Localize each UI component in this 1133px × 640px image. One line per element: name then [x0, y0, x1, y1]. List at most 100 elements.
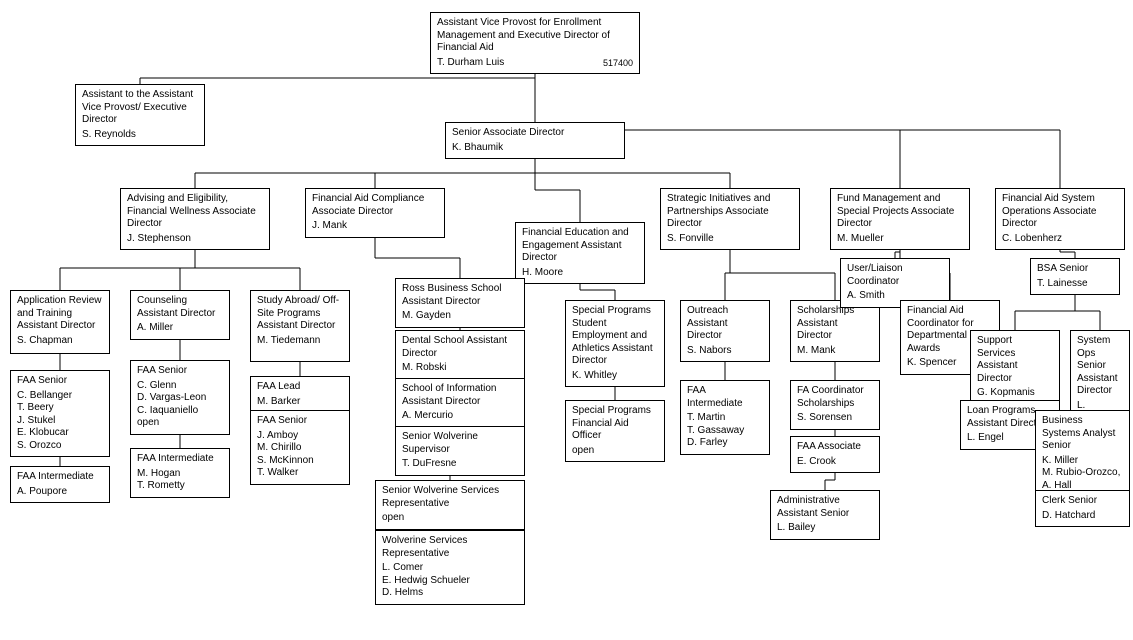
node-title: Assistant to the Assistant Vice Provost/… [82, 89, 198, 127]
node-person: T. Martin T. Gassaway D. Farley [687, 412, 763, 450]
node-facoord: FA Coordinator Scholarships S. Sorensen [790, 380, 880, 430]
node-person: T. DuFresne [402, 458, 518, 471]
node-faalead: FAA Lead M. Barker [250, 376, 350, 413]
node-faasr1: FAA Senior C. Bellanger T. Beery J. Stuke… [10, 370, 110, 457]
node-bsasr: BSA Senior T. Lainesse [1030, 258, 1120, 295]
node-person: M. Hogan T. Rometty [137, 468, 223, 493]
node-title: Senior Associate Director [452, 127, 618, 140]
node-person: J. Mank [312, 220, 438, 233]
node-title: System Ops Senior Assistant Director [1077, 335, 1123, 398]
node-title: FAA Intermediate [687, 385, 763, 410]
node-dental: Dental School Assistant Director M. Robsk… [395, 330, 525, 380]
node-title: FAA Senior [257, 415, 343, 428]
node-code: 517400 [603, 58, 633, 69]
node-person: M. Barker [257, 396, 343, 409]
node-title: BSA Senior [1037, 263, 1113, 276]
node-swsup: Senior Wolverine Supervisor T. DuFresne [395, 426, 525, 476]
node-outreach: Outreach Assistant DirectorS. Nabors [680, 300, 770, 362]
node-appreview: Application Review and Training Assistan… [10, 290, 110, 354]
node-person: M. Mank [797, 345, 873, 358]
node-title: Support Services Assistant Director [977, 335, 1053, 385]
node-title: User/Liaison Coordinator [847, 263, 943, 288]
node-title: Scholarships Assistant Director [797, 305, 873, 343]
node-title: School of Information Assistant Director [402, 383, 518, 408]
node-faasr2: FAA Senior C. Glenn D. Vargas-Leon C. Iaq… [130, 360, 230, 435]
node-aas: Administrative Assistant Senior L. Bailey [770, 490, 880, 540]
node-title: Financial Education and Engagement Assis… [522, 227, 638, 265]
node-person: L. Comer E. Hedwig Schueler D. Helms [382, 562, 518, 600]
node-title: Dental School Assistant Director [402, 335, 518, 360]
node-title: Senior Wolverine Supervisor [402, 431, 518, 456]
node-person: T. Lainesse [1037, 278, 1113, 291]
node-title: Financial Aid Compliance Associate Direc… [312, 193, 438, 218]
node-compliance: Financial Aid Compliance Associate Direc… [305, 188, 445, 238]
node-title: FAA Senior [17, 375, 103, 388]
node-swrep: Senior Wolverine Services Representative… [375, 480, 525, 530]
node-bsa: Business Systems Analyst SeniorK. Miller… [1035, 410, 1130, 497]
node-person: A. Poupore [17, 486, 103, 499]
node-title: Clerk Senior [1042, 495, 1123, 508]
node-special: Special Programs Student Employment and … [565, 300, 665, 387]
node-studyabroad: Study Abroad/ Off-Site Programs Assistan… [250, 290, 350, 362]
node-wrep: Wolverine Services RepresentativeL. Come… [375, 530, 525, 605]
node-title: Senior Wolverine Services Representative [382, 485, 518, 510]
node-title: FAA Associate [797, 441, 873, 454]
node-person: S. Sorensen [797, 412, 873, 425]
node-scholar: Scholarships Assistant Director M. Mank [790, 300, 880, 362]
node-title: Study Abroad/ Off-Site Programs Assistan… [257, 295, 343, 333]
node-title: Application Review and Training Assistan… [17, 295, 103, 333]
node-person: J. Stephenson [127, 233, 263, 246]
node-faaint1: FAA IntermediateA. Poupore [10, 466, 110, 503]
node-soi: School of Information Assistant Director… [395, 378, 525, 428]
node-clerk: Clerk Senior D. Hatchard [1035, 490, 1130, 527]
node-title: Wolverine Services Representative [382, 535, 518, 560]
node-title: Assistant Vice Provost for Enrollment Ma… [437, 17, 633, 55]
node-title: Strategic Initiatives and Partnerships A… [667, 193, 793, 231]
node-person: J. Amboy M. Chirillo S. McKinnon T. Walk… [257, 430, 343, 480]
node-counseling: Counseling Assistant DirectorA. Miller [130, 290, 230, 340]
node-title: FAA Lead [257, 381, 343, 394]
node-person: S. Chapman [17, 335, 103, 348]
node-advising: Advising and Eligibility, Financial Well… [120, 188, 270, 250]
node-person: M. Robski [402, 362, 518, 375]
node-person: A. Mercurio [402, 410, 518, 423]
node-title: Administrative Assistant Senior [777, 495, 873, 520]
node-strategic: Strategic Initiatives and Partnerships A… [660, 188, 800, 250]
node-faaassoc: FAA Associate E. Crook [790, 436, 880, 473]
org-chart: Assistant Vice Provost for Enrollment Ma… [0, 0, 1133, 640]
node-person: K. Miller M. Rubio-Orozco, A. Hall [1042, 455, 1123, 493]
node-title: FA Coordinator Scholarships [797, 385, 873, 410]
node-faasr3: FAA Senior J. Amboy M. Chirillo S. McKinn… [250, 410, 350, 485]
node-person: C. Bellanger T. Beery J. Stukel E. Klobu… [17, 390, 103, 453]
node-title: FAA Senior [137, 365, 223, 378]
node-person: S. Reynolds [82, 129, 198, 142]
node-root: Assistant Vice Provost for Enrollment Ma… [430, 12, 640, 74]
node-person: K. Whitley [572, 370, 658, 383]
node-senior: Senior Associate Director K. Bhaumik [445, 122, 625, 159]
node-person: K. Bhaumik [452, 142, 618, 155]
node-title: Advising and Eligibility, Financial Well… [127, 193, 263, 231]
node-spfao: Special Programs Financial Aid Officerop… [565, 400, 665, 462]
node-faaint2: FAA Intermediate M. Hogan T. Rometty [130, 448, 230, 498]
node-person: M. Tiedemann [257, 335, 343, 348]
node-person: C. Glenn D. Vargas-Leon C. Iaquaniello o… [137, 380, 223, 430]
node-sysops: Financial Aid System Operations Associat… [995, 188, 1125, 250]
node-person: E. Crook [797, 456, 873, 469]
node-title: Financial Aid System Operations Associat… [1002, 193, 1118, 231]
node-person: L. Bailey [777, 522, 873, 535]
node-title: Ross Business School Assistant Director [402, 283, 518, 308]
node-person: G. Kopmanis [977, 387, 1053, 400]
node-title: Counseling Assistant Director [137, 295, 223, 320]
node-person: D. Hatchard [1042, 510, 1123, 523]
node-person: S. Fonville [667, 233, 793, 246]
node-title: Special Programs Student Employment and … [572, 305, 658, 368]
node-fined: Financial Education and Engagement Assis… [515, 222, 645, 284]
node-title: FAA Intermediate [137, 453, 223, 466]
node-person: S. Nabors [687, 345, 763, 358]
node-assistant: Assistant to the Assistant Vice Provost/… [75, 84, 205, 146]
node-person: M. Mueller [837, 233, 963, 246]
node-person: M. Gayden [402, 310, 518, 323]
node-person: open [572, 445, 658, 458]
node-title: Business Systems Analyst Senior [1042, 415, 1123, 453]
node-faaint3: FAA IntermediateT. Martin T. Gassaway D.… [680, 380, 770, 455]
